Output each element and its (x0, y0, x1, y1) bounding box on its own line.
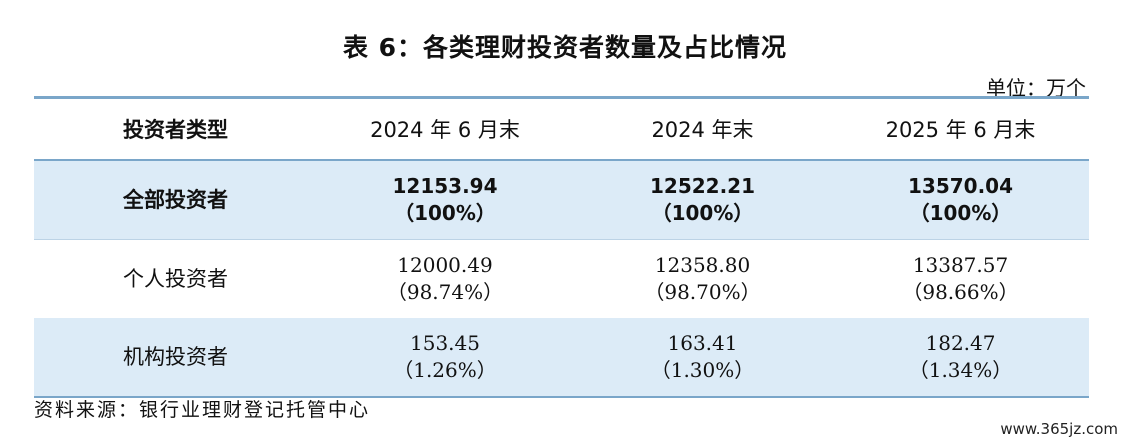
cell-value: 13570.04 (907, 174, 1013, 198)
table-cell: 182.47 （1.34%） (832, 318, 1089, 398)
table-title: 表 6：各类理财投资者数量及占比情况 (342, 33, 788, 62)
cell-value: 13387.57 (912, 253, 1009, 277)
cell-percent: （98.70%） (644, 280, 761, 304)
cell-percent: （1.26%） (393, 358, 497, 382)
table-cell: 12153.94 （100%） (317, 160, 573, 240)
cell-percent: （1.30%） (650, 358, 755, 382)
column-header-2025-jun: 2025 年 6 月末 (832, 96, 1089, 161)
table-row: 全部投资者 12153.94 （100%） 12522.21 （100%） 1357… (34, 160, 1089, 240)
column-header-2024-jun: 2024 年 6 月末 (317, 96, 573, 161)
unit-label: 单位：万个 (986, 76, 1086, 100)
cell-value: 12358.80 (654, 253, 751, 277)
source-note: 资料来源：银行业理财登记托管中心 (34, 399, 371, 421)
column-header-type: 投资者类型 (34, 96, 317, 161)
column-header-2024-end: 2024 年末 (573, 96, 832, 161)
row-label: 机构投资者 (34, 318, 317, 398)
cell-value: 153.45 (410, 331, 480, 355)
cell-value: 182.47 (925, 331, 996, 355)
cell-percent: （98.66%） (902, 280, 1019, 304)
row-label: 全部投资者 (34, 160, 317, 240)
table-header-row: 投资者类型 2024 年 6 月末 2024 年末 2025 年 6 月末 (34, 96, 1089, 161)
table-cell: 163.41 （1.30%） (573, 318, 832, 398)
table-cell: 12000.49 （98.74%） (317, 240, 573, 319)
cell-value: 12000.49 (397, 253, 493, 277)
investor-table: 投资者类型 2024 年 6 月末 2024 年末 2025 年 6 月末 全部… (34, 96, 1089, 398)
cell-percent: （100%） (394, 201, 496, 225)
table-row: 机构投资者 153.45 （1.26%） 163.41 （1.30%） 182.47… (34, 318, 1089, 398)
watermark: www.365jz.com (1000, 420, 1118, 438)
table-cell: 13570.04 （100%） (832, 160, 1089, 240)
table-cell: 153.45 （1.26%） (317, 318, 573, 398)
cell-value: 163.41 (667, 331, 738, 355)
cell-percent: （100%） (651, 201, 754, 225)
cell-value: 12153.94 (392, 174, 498, 198)
table-cell: 12522.21 （100%） (573, 160, 832, 240)
table-row: 个人投资者 12000.49 （98.74%） 12358.80 （98.70%） … (34, 240, 1089, 319)
table-cell: 13387.57 （98.66%） (832, 240, 1089, 319)
cell-percent: （98.74%） (386, 280, 504, 304)
table-cell: 12358.80 （98.70%） (573, 240, 832, 319)
cell-percent: （1.34%） (908, 358, 1013, 382)
cell-value: 12522.21 (649, 174, 755, 198)
row-label: 个人投资者 (123, 266, 228, 291)
cell-percent: （100%） (909, 201, 1012, 225)
